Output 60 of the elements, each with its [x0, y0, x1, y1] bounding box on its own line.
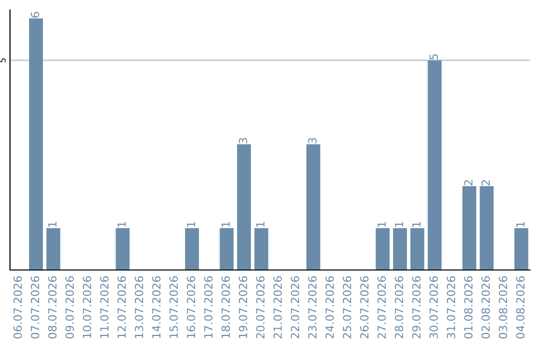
x-tick-label: 12.07.2026: [117, 276, 126, 338]
data-label: 2: [481, 180, 490, 186]
bar: [462, 186, 476, 270]
x-tick-label: 01.08.2026: [464, 276, 473, 338]
bar: [393, 228, 407, 270]
data-label: 1: [186, 222, 196, 227]
bar: [46, 228, 60, 270]
data-label: 1: [118, 222, 126, 227]
bar: [254, 228, 268, 270]
x-tick-label: 31.07.2026: [446, 276, 456, 338]
bar: [410, 228, 424, 270]
x-tick-label: 04.08.2026: [516, 276, 525, 338]
x-tick-label: 27.07.2026: [377, 276, 386, 338]
x-tick-label: 28.07.2026: [394, 276, 404, 338]
bar: [237, 144, 251, 270]
x-tick-label: 07.07.2026: [30, 276, 40, 338]
bar: [514, 228, 528, 270]
bar: [480, 186, 494, 270]
x-tick-label: 20.07.2026: [256, 276, 265, 338]
x-tick-label: 09.07.2026: [65, 276, 74, 338]
x-tick-label: 22.07.2026: [290, 276, 300, 338]
x-tick-label: 26.07.2026: [360, 276, 369, 338]
data-label: 5: [430, 54, 438, 60]
bar: [376, 228, 390, 270]
x-tick-label: 08.07.2026: [48, 276, 57, 338]
data-label: 1: [256, 222, 264, 227]
x-tick-label: 10.07.2026: [82, 276, 92, 338]
data-label: 1: [516, 222, 524, 227]
x-tick-label: 19.07.2026: [238, 276, 248, 338]
x-tick-label: 17.07.2026: [204, 276, 213, 338]
x-tick-label: 29.07.2026: [412, 276, 421, 338]
data-label: 3: [308, 138, 317, 144]
data-label: 6: [30, 12, 40, 18]
x-tick-label: 03.08.2026: [498, 276, 508, 338]
data-label: 1: [394, 222, 404, 227]
x-tick-label: 24.07.2026: [325, 276, 334, 338]
bar: [116, 228, 130, 270]
x-tick-label: 11.07.2026: [100, 276, 109, 338]
data-label: 1: [222, 222, 230, 227]
bar: [29, 18, 43, 270]
x-tick-label: 16.07.2026: [186, 276, 196, 338]
data-label: 2: [464, 180, 472, 186]
data-label: 1: [412, 222, 420, 227]
bar: [306, 144, 320, 270]
bar: [185, 228, 199, 270]
x-tick-label: 18.07.2026: [221, 276, 230, 338]
data-label: 1: [378, 222, 386, 227]
bar: [428, 60, 442, 270]
x-tick-label: 06.07.2026: [13, 276, 22, 338]
x-tick-label: 25.07.2026: [342, 276, 352, 338]
data-label: 3: [238, 138, 248, 144]
bar: [220, 228, 234, 270]
x-tick-label: 23.07.2026: [308, 276, 317, 338]
x-tick-label: 14.07.2026: [152, 276, 161, 338]
x-tick-label: 30.07.2026: [429, 276, 438, 338]
x-tick-label: 02.08.2026: [481, 276, 490, 338]
x-tick-label: 21.07.2026: [273, 276, 282, 338]
x-tick-label: 15.07.2026: [169, 276, 178, 338]
data-label: 1: [48, 222, 56, 227]
x-tick-label: 13.07.2026: [134, 276, 144, 338]
